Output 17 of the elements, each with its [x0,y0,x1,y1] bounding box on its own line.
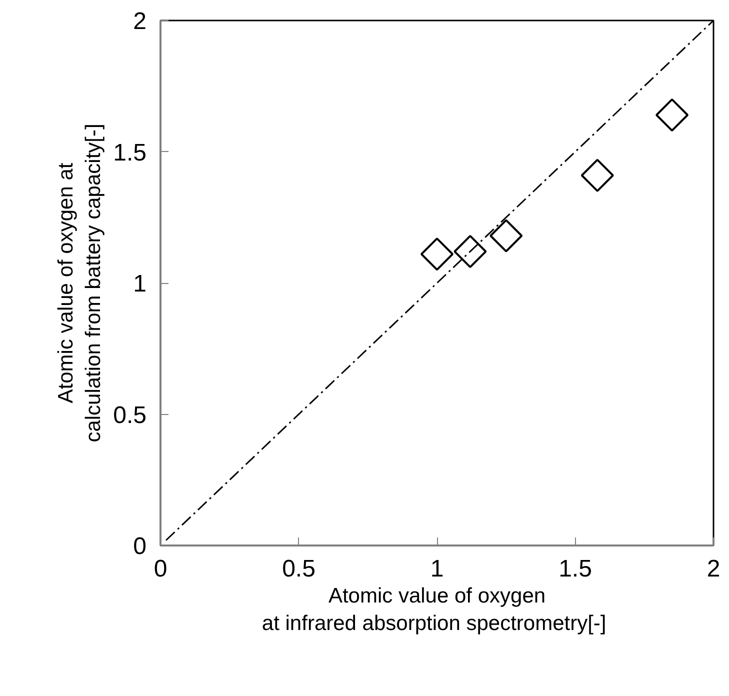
point [420,238,454,271]
point [454,234,487,268]
y-tick-label: 1 [133,270,147,298]
y-axis-title: Atomic value of oxygen at calculation from battery capacity[-] [54,124,106,442]
y-tick-label: 0.5 [113,402,147,429]
x-axis-title: Atomic value of oxygen at infrared absorption spectrometry[-] [262,584,606,636]
x-tick-label: 2 [706,556,720,582]
x-tick-label: 0.5 [282,556,316,582]
y-tick-label: 0 [133,533,147,560]
point [490,219,523,252]
x-tick-label: 1 [430,556,444,582]
point [580,158,614,192]
x-tick-label: 0 [154,556,168,582]
x-tick-label: 1.5 [558,556,592,582]
point [655,98,689,132]
y-tick-label: 1.5 [113,139,147,166]
y-tick-label: 2 [133,8,147,35]
